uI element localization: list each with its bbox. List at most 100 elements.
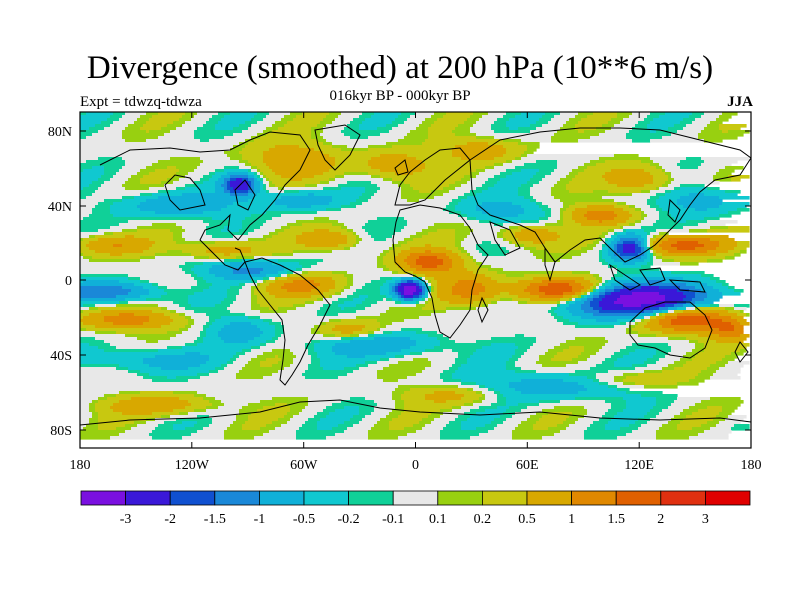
field-cell — [272, 397, 309, 401]
field-cell — [716, 370, 741, 374]
field-cell — [494, 130, 531, 134]
field-cell — [164, 421, 183, 425]
field-cell — [695, 355, 726, 359]
field-cell — [497, 235, 504, 239]
field-cell — [377, 262, 384, 266]
field-cell — [533, 196, 555, 200]
field-cell — [104, 316, 150, 320]
field-cell — [653, 160, 681, 164]
field-cell — [641, 220, 657, 224]
field-cell — [353, 274, 414, 278]
field-cell — [605, 130, 630, 134]
field-cell — [455, 391, 477, 395]
field-cell — [80, 277, 129, 281]
field-cell — [95, 325, 162, 329]
field-cell — [140, 181, 162, 185]
field-cell — [641, 265, 651, 269]
field-cell — [272, 235, 297, 239]
field-cell — [251, 286, 258, 290]
field-cell — [665, 313, 678, 317]
field-cell — [254, 289, 267, 293]
field-cell — [419, 124, 432, 128]
field-cell — [665, 235, 729, 239]
field-cell — [647, 412, 660, 416]
field-cell — [485, 385, 510, 389]
field-cell — [272, 181, 321, 185]
field-cell — [209, 286, 231, 290]
field-cell — [677, 301, 687, 305]
field-cell — [578, 172, 606, 176]
field-cell — [659, 214, 672, 218]
field-cell — [500, 172, 513, 176]
field-cell — [614, 274, 624, 278]
field-cell — [209, 355, 234, 359]
field-cell — [482, 184, 495, 188]
field-cell — [80, 211, 93, 215]
field-cell — [602, 238, 606, 242]
field-cell — [527, 406, 555, 410]
field-cell — [659, 187, 675, 191]
field-cell — [617, 112, 633, 116]
field-cell — [539, 118, 552, 122]
field-cell — [617, 235, 642, 239]
field-cell — [410, 115, 432, 119]
field-cell — [104, 127, 126, 131]
field-cell — [281, 118, 294, 122]
field-cell — [566, 208, 576, 212]
field-cell — [623, 382, 636, 386]
field-cell — [113, 202, 141, 206]
field-cell — [551, 118, 570, 122]
field-cell — [275, 340, 312, 344]
field-cell — [89, 241, 156, 245]
field-cell — [569, 298, 573, 302]
field-cell — [368, 163, 426, 167]
field-cell — [98, 307, 162, 311]
field-cell — [569, 190, 594, 194]
field-cell — [377, 127, 393, 131]
field-cell — [269, 181, 273, 185]
field-cell — [257, 325, 276, 329]
field-cell — [710, 121, 723, 125]
field-cell — [200, 163, 246, 167]
field-cell — [380, 169, 423, 173]
field-cell — [662, 256, 726, 260]
lon-tick-label: 60W — [290, 458, 318, 473]
field-cell — [506, 400, 540, 404]
field-cell — [104, 232, 114, 236]
field-cell — [80, 175, 102, 179]
field-cell — [641, 244, 645, 248]
lon-tick-label: 120E — [624, 458, 654, 473]
field-cell — [203, 289, 228, 293]
field-cell — [245, 283, 258, 287]
field-cell — [407, 154, 453, 158]
field-cell — [317, 427, 333, 431]
field-cell — [113, 403, 192, 407]
field-cell — [341, 112, 363, 116]
field-cell — [545, 112, 561, 116]
field-cell — [410, 235, 423, 239]
field-cell — [665, 355, 684, 359]
field-cell — [353, 280, 372, 284]
field-cell — [176, 376, 201, 380]
field-cell — [584, 295, 588, 299]
field-cell — [371, 196, 402, 200]
field-cell — [341, 307, 345, 311]
field-cell — [197, 274, 216, 278]
field-cell — [635, 124, 648, 128]
field-cell — [659, 358, 681, 362]
field-cell — [698, 241, 720, 245]
field-cell — [644, 253, 648, 257]
field-cell — [353, 229, 366, 233]
lat-tick-label: 40S — [50, 349, 72, 364]
field-cell — [317, 421, 345, 425]
field-cell — [608, 250, 615, 254]
field-cell — [80, 238, 84, 242]
field-cell — [386, 325, 576, 329]
field-cell — [119, 301, 129, 305]
field-cell — [365, 223, 408, 227]
field-cell — [695, 304, 711, 308]
lon-tick-label: 60E — [516, 458, 539, 473]
field-cell — [215, 274, 267, 278]
field-cell — [476, 262, 483, 266]
field-cell — [569, 304, 582, 308]
